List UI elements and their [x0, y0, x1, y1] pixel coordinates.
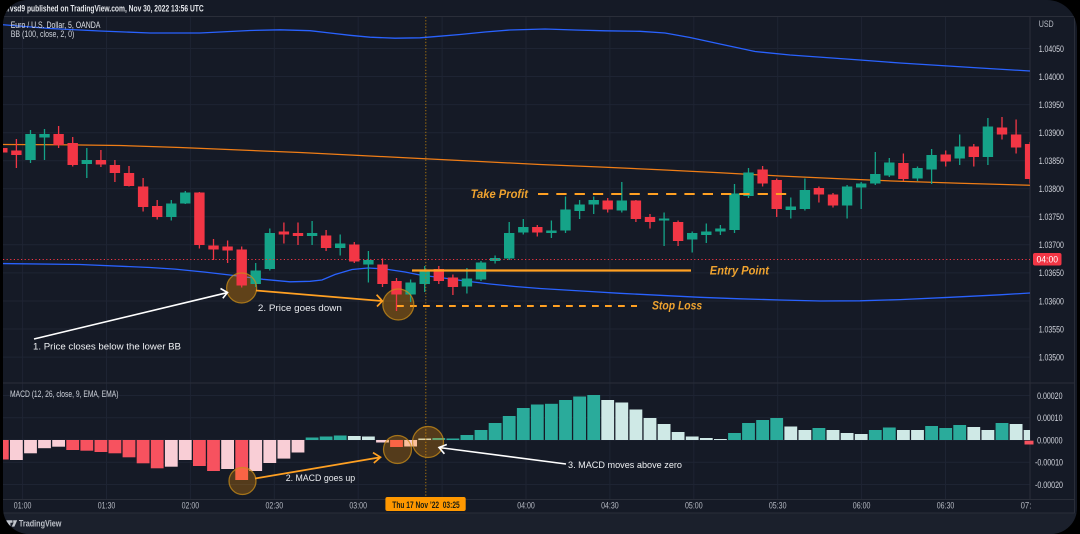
svg-text:02:30: 02:30 [266, 500, 284, 510]
svg-text:04:00: 04:00 [517, 500, 535, 510]
svg-text:1.03500: 1.03500 [1039, 352, 1064, 362]
svg-text:1.04050: 1.04050 [1039, 44, 1064, 54]
svg-text:1.03550: 1.03550 [1039, 324, 1064, 334]
svg-text:1.03750: 1.03750 [1039, 212, 1064, 222]
svg-text:-0.00020: -0.00020 [1035, 480, 1063, 490]
svg-text:01:30: 01:30 [98, 500, 116, 510]
svg-text:Euro / U.S. Dollar, 5, OANDA: Euro / U.S. Dollar, 5, OANDA [11, 19, 101, 30]
svg-text:02:00: 02:00 [182, 500, 200, 510]
svg-text:07:: 07: [1021, 500, 1032, 510]
svg-text:1.03600: 1.03600 [1039, 296, 1064, 306]
svg-text:03:00: 03:00 [349, 500, 367, 510]
svg-text:05:00: 05:00 [685, 500, 703, 510]
svg-text:1.03900: 1.03900 [1039, 128, 1064, 138]
svg-text:0.00020: 0.00020 [1037, 391, 1062, 401]
svg-text:04:30: 04:30 [601, 500, 619, 510]
svg-text:05:30: 05:30 [769, 500, 787, 510]
svg-text:TradingView: TradingView [19, 518, 62, 528]
svg-text:04:00: 04:00 [1037, 255, 1059, 265]
svg-text:0.00000: 0.00000 [1037, 435, 1062, 445]
svg-text:-0.00010: -0.00010 [1035, 458, 1063, 468]
svg-text:1.03950: 1.03950 [1039, 100, 1064, 110]
svg-text:1.03800: 1.03800 [1039, 184, 1064, 194]
svg-text:BB (100, close, 2, 0): BB (100, close, 2, 0) [11, 29, 75, 39]
svg-text:3. MACD moves above zero: 3. MACD moves above zero [568, 460, 682, 470]
svg-text:1.03650: 1.03650 [1039, 268, 1064, 278]
svg-text:MACD (12, 26, close, 9, EMA, E: MACD (12, 26, close, 9, EMA, EMA) [10, 389, 119, 399]
svg-text:06:30: 06:30 [937, 500, 955, 510]
svg-text:2. MACD goes up: 2. MACD goes up [286, 473, 356, 483]
svg-text:0.00010: 0.00010 [1037, 413, 1062, 423]
svg-text:USD: USD [1039, 19, 1054, 29]
svg-text:01:00: 01:00 [14, 500, 32, 510]
svg-text:1.03700: 1.03700 [1039, 240, 1064, 250]
svg-text:Stop Loss: Stop Loss [652, 301, 702, 313]
svg-text:1. Price closes below the lowe: 1. Price closes below the lower BB [33, 342, 181, 352]
svg-text:urvsd9 published on TradingVie: urvsd9 published on TradingView.com, Nov… [3, 4, 204, 15]
svg-text:Thu 17 Nov ’22 03:25: Thu 17 Nov ’22 03:25 [392, 500, 459, 510]
svg-text:Take Profit: Take Profit [471, 189, 530, 201]
svg-text:06:00: 06:00 [853, 500, 871, 510]
svg-text:Entry Point: Entry Point [710, 266, 770, 278]
svg-text:2. Price goes down: 2. Price goes down [258, 303, 342, 313]
svg-text:1.04000: 1.04000 [1039, 72, 1064, 82]
svg-text:1.03850: 1.03850 [1039, 156, 1064, 166]
